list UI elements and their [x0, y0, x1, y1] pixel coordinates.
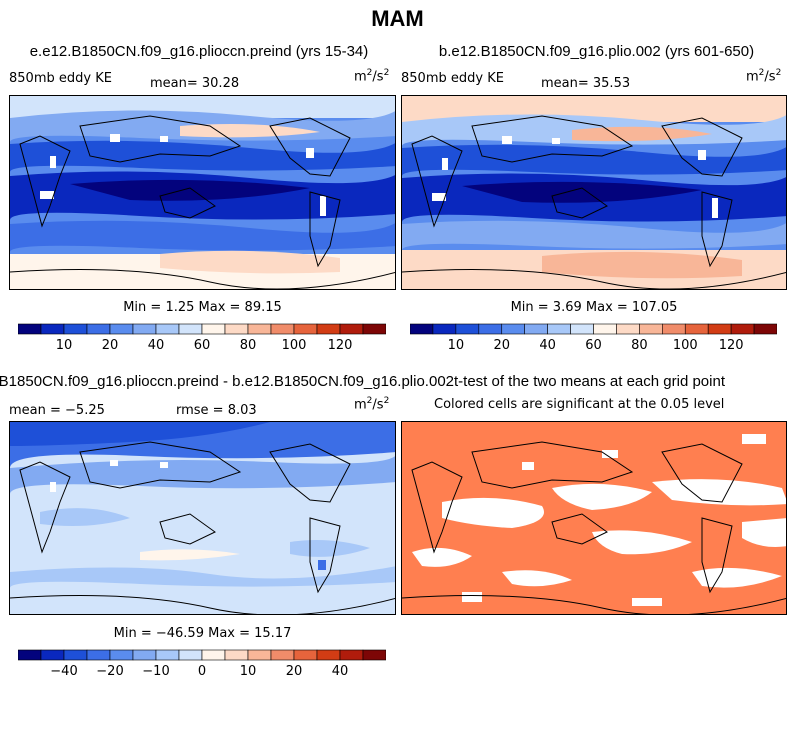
colorbar3-swatch [155, 649, 180, 661]
colorbar2-tick-label: 120 [719, 338, 744, 353]
panel2-mean-label: mean= 35.53 [541, 76, 631, 91]
colorbar3-swatch [247, 649, 272, 661]
colorbar1-swatch [86, 323, 111, 335]
colorbar2-swatch [478, 323, 503, 335]
colorbar2-tick-label: 100 [673, 338, 698, 353]
colorbar2-swatch [455, 323, 480, 335]
panel4-subtitle: Colored cells are significant at the 0.0… [434, 397, 725, 412]
colorbar1-swatch [178, 323, 203, 335]
colorbar1-swatch [40, 323, 65, 335]
colorbar2-tick-label: 60 [585, 338, 602, 353]
colorbar2-swatch [616, 323, 640, 335]
colorbar2-tick-label: 10 [448, 338, 465, 353]
colorbar1-swatch [201, 323, 226, 335]
colorbar1-tick-label: 20 [102, 338, 119, 353]
colorbar1-swatch [247, 323, 272, 335]
colorbar1-tick-label: 60 [194, 338, 211, 353]
colorbar1-swatch [132, 323, 157, 335]
panel3-map [9, 421, 396, 615]
colorbar3-tick-label: −20 [96, 664, 123, 679]
panel2-title: b.e12.B1850CN.f09_g16.plio.002 (yrs 601-… [438, 43, 755, 60]
colorbar2-swatch [501, 323, 525, 335]
colorbar1-swatch [63, 323, 88, 335]
colorbar2-swatch [730, 323, 755, 335]
colorbar2-swatch [707, 323, 732, 335]
colorbar3-tick-label: 0 [198, 664, 206, 679]
colorbar3-swatch [178, 649, 203, 661]
colorbar3-swatch [63, 649, 88, 661]
colorbar3-tick-label: −10 [142, 664, 169, 679]
panel1-title: e.e12.B1850CN.f09_g16.plioccn.preind (yr… [29, 43, 369, 60]
colorbar3-tick-label: 10 [240, 664, 257, 679]
colorbar2-swatch [547, 323, 571, 335]
panel1-map [9, 95, 396, 290]
panel1-mean-label: mean= 30.28 [150, 76, 240, 91]
colorbar2-swatch [570, 323, 594, 335]
panel2-minmax: Min = 3.69 Max = 107.05 [510, 300, 678, 315]
colorbar2-tick-label: 80 [631, 338, 648, 353]
panel3-units: m2/s2 [354, 396, 390, 413]
colorbar3-swatch [362, 649, 386, 661]
colorbar3-swatch [224, 649, 249, 661]
panel3-title: e.e12.B1850CN.f09_g16.plioccn.preind - b… [0, 373, 454, 390]
colorbar1-tick-label: 80 [240, 338, 257, 353]
colorbar1-swatch [339, 323, 364, 335]
panel1-minmax: Min = 1.25 Max = 89.15 [123, 300, 282, 315]
colorbar2-swatch [684, 323, 709, 335]
colorbar1-swatch [270, 323, 295, 335]
colorbar3-swatch [270, 649, 295, 661]
colorbar3-swatch [293, 649, 318, 661]
panel1-colorbar: 10 20 40 60 80 100 120 [18, 323, 386, 365]
panel4-map [401, 421, 787, 615]
panel1-units: m2/s2 [354, 68, 390, 85]
colorbar1-tick-label: 100 [282, 338, 307, 353]
colorbar2-swatch [432, 323, 457, 335]
panel2-map [401, 95, 787, 290]
colorbar2-swatch [593, 323, 617, 335]
panel3-rmse-label: rmse = 8.03 [176, 403, 257, 418]
colorbar3-swatch [339, 649, 364, 661]
colorbar2-swatch [410, 323, 434, 335]
colorbar3-swatch [132, 649, 157, 661]
colorbar3-tick-label: 20 [286, 664, 303, 679]
colorbar2-tick-label: 40 [539, 338, 556, 353]
colorbar1-tick-label: 120 [328, 338, 353, 353]
panel2-variable-label: 850mb eddy KE [401, 71, 504, 86]
colorbar3-tick-label: −40 [50, 664, 77, 679]
colorbar3-swatch [86, 649, 111, 661]
colorbar2-swatch [662, 323, 686, 335]
colorbar1-swatch [224, 323, 249, 335]
colorbar3-swatch [40, 649, 65, 661]
colorbar2-swatch [753, 323, 777, 335]
colorbar1-tick-label: 10 [56, 338, 73, 353]
panel1-variable-label: 850mb eddy KE [9, 71, 112, 86]
colorbar2-swatch [639, 323, 663, 335]
colorbar2-tick-label: 20 [493, 338, 510, 353]
colorbar3-swatch [109, 649, 134, 661]
figure-title: MAM [371, 6, 424, 31]
panel3-minmax: Min = −46.59 Max = 15.17 [113, 626, 292, 641]
colorbar1-swatch [362, 323, 386, 335]
panel3-mean-label: mean = −5.25 [9, 403, 105, 418]
panel2-units: m2/s2 [746, 68, 782, 85]
colorbar2-swatch [524, 323, 548, 335]
colorbar1-swatch [293, 323, 318, 335]
colorbar1-swatch [109, 323, 134, 335]
colorbar1-swatch [155, 323, 180, 335]
colorbar1-tick-label: 40 [148, 338, 165, 353]
colorbar3-tick-label: 40 [332, 664, 349, 679]
colorbar3-swatch [201, 649, 226, 661]
colorbar1-swatch [18, 323, 42, 335]
colorbar3-swatch [18, 649, 42, 661]
panel4-title: t-test of the two means at each grid poi… [454, 373, 725, 390]
panel2-colorbar: 10 20 40 60 80 100 120 [410, 323, 777, 365]
colorbar1-swatch [316, 323, 341, 335]
panel3-colorbar: −40 −20 −10 0 10 20 40 [18, 649, 386, 691]
colorbar3-swatch [316, 649, 341, 661]
